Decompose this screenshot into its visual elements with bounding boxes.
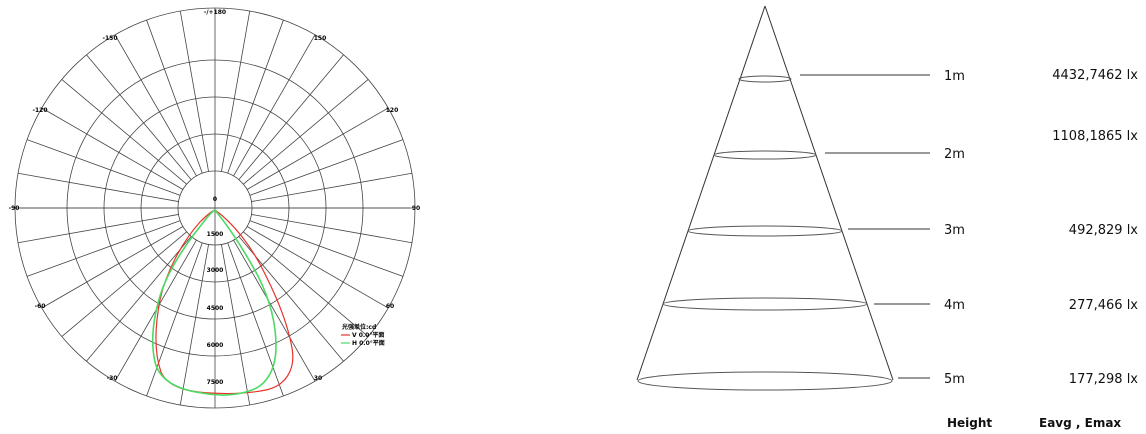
- angle-label-90: 90: [412, 205, 420, 212]
- radial-label-3000: 3000: [207, 267, 224, 274]
- cone-left-edge: [636, 5, 766, 381]
- radial-label-4500: 4500: [207, 305, 224, 312]
- angle-label-minus-30: -30: [107, 375, 118, 382]
- lux-value-2m: 1108,1865 lx: [1052, 129, 1138, 144]
- curve-h-plane: [151, 208, 277, 396]
- cone-right-edge: [764, 5, 894, 381]
- polar-spoke: [243, 79, 369, 185]
- height-label-2m: 2m: [944, 147, 965, 162]
- polar-spoke: [26, 139, 181, 196]
- angle-label-minus-90: -90: [9, 205, 20, 212]
- polar-spoke: [233, 34, 316, 177]
- polar-spoke: [114, 34, 197, 177]
- footer-height-label: Height: [947, 416, 992, 430]
- footer-value-label: Eavg , Emax: [1039, 416, 1121, 430]
- polar-spoke: [249, 139, 404, 196]
- polar-spoke: [251, 172, 413, 202]
- angle-label-30: 30: [314, 375, 322, 382]
- polar-spoke: [227, 242, 284, 397]
- polar-spoke: [26, 220, 181, 277]
- curve-v-plane: [155, 209, 294, 395]
- polar-spoke: [179, 10, 209, 172]
- polar-spoke: [233, 239, 316, 382]
- polar-legend: 光强单位:cd V 0.0°平面 H 0.0°平面: [341, 323, 385, 347]
- polar-spoke: [17, 172, 179, 202]
- polar-spoke: [227, 19, 284, 174]
- polar-candela-chart: -/+180 -150 150 -120 120 -90 90 -60 60 -…: [9, 7, 420, 409]
- angle-label-minus-120: -120: [32, 107, 47, 114]
- radial-label-7500: 7500: [207, 379, 224, 386]
- legend-title: 光强单位:cd: [341, 323, 376, 331]
- angle-label-120: 120: [386, 107, 399, 114]
- polar-spoke: [41, 226, 184, 309]
- polar-spoke: [249, 220, 404, 277]
- angle-label-150: 150: [314, 35, 327, 42]
- lux-value-5m: 177,298 lx: [1069, 372, 1139, 387]
- illuminance-cone: 1m 2m 3m 4m 5m 4432,7462 lx 1108,1865 lx…: [636, 5, 1139, 430]
- distribution-curves: [151, 208, 294, 396]
- angle-label-60: 60: [386, 303, 394, 310]
- radial-label-6000: 6000: [207, 342, 224, 349]
- polar-spoke: [251, 214, 413, 244]
- lux-value-4m: 277,466 lx: [1069, 298, 1139, 313]
- angle-label-minus-60: -60: [35, 303, 46, 310]
- height-label-3m: 3m: [944, 223, 965, 238]
- polar-spoke: [146, 242, 203, 397]
- polar-spoke: [243, 231, 369, 337]
- polar-spoke: [221, 10, 251, 172]
- legend-label-h-plane: H 0.0°平面: [352, 339, 385, 347]
- height-label-1m: 1m: [944, 69, 965, 84]
- polar-spoke: [179, 244, 209, 406]
- polar-spoke: [17, 214, 179, 244]
- polar-spoke: [246, 107, 389, 190]
- height-label-4m: 4m: [944, 298, 965, 313]
- radial-label-1500: 1500: [207, 231, 224, 238]
- polar-spoke: [238, 54, 344, 180]
- polar-spoke: [41, 107, 184, 190]
- polar-spoke: [61, 79, 187, 185]
- legend-label-v-plane: V 0.0°平面: [352, 331, 384, 339]
- cone-ring-3m: [687, 225, 843, 237]
- polar-spoke: [146, 19, 203, 174]
- cone-ring-5m: [637, 371, 893, 391]
- polar-grid: [14, 7, 416, 409]
- polar-spoke: [61, 231, 187, 337]
- angle-label-minus-150: -150: [102, 35, 117, 42]
- height-label-5m: 5m: [944, 372, 965, 387]
- polar-spoke: [221, 244, 251, 406]
- radial-label-0: 0: [213, 196, 217, 203]
- cone-ring-4m: [662, 297, 868, 311]
- polar-spoke: [246, 226, 389, 309]
- cone-ring-1m: [738, 75, 792, 83]
- polar-spoke: [86, 236, 192, 362]
- polar-spoke: [86, 54, 192, 180]
- cone-ring-2m: [713, 150, 817, 160]
- lux-value-3m: 492,829 lx: [1069, 223, 1139, 238]
- lux-value-1m: 4432,7462 lx: [1052, 68, 1138, 83]
- top-angle-label: -/+180: [204, 9, 226, 16]
